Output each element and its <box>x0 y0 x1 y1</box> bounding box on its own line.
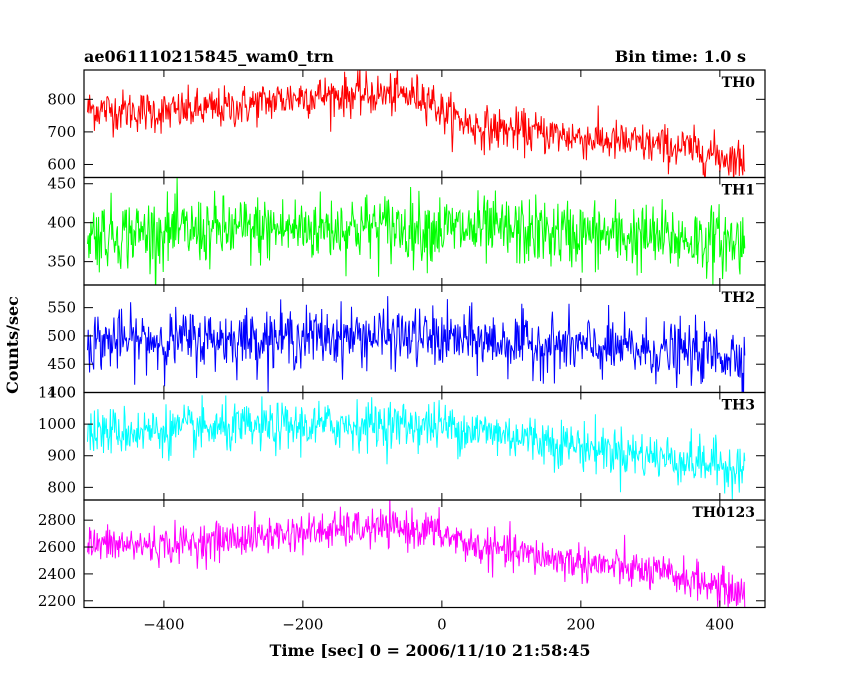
y-tick-label: 1000 <box>38 415 76 433</box>
series-label-th1: TH1 <box>722 183 755 199</box>
y-tick-label: 700 <box>47 123 76 141</box>
series-line-th2 <box>87 296 746 393</box>
panel-th0123: 2200 2400 2600 2800 TH0123 <box>38 499 766 610</box>
y-tick-label: 450 <box>47 355 76 373</box>
y-tick-label: 2400 <box>38 565 76 583</box>
series-line-th0123 <box>87 500 746 608</box>
panel-th0: 600 700 800 TH0 <box>47 69 766 179</box>
y-tick-label: 800 <box>47 478 76 496</box>
x-axis: −400 −200 0 200 400 <box>143 616 734 634</box>
y-tick-label: 600 <box>47 155 76 173</box>
panels: 600 700 800 TH0 350 400 450 TH1 400 450 500 550 TH2 8… <box>38 69 766 610</box>
panel-frame <box>83 499 766 609</box>
y-tick-label: 2800 <box>38 511 76 529</box>
y-tick-label: 2200 <box>38 592 76 610</box>
series-line-th0 <box>87 70 746 178</box>
series-label-th0: TH0 <box>722 75 756 91</box>
panel-frame <box>83 284 766 394</box>
panel-frame <box>83 69 766 179</box>
chart-title: ae061110215845_wam0_trn <box>84 47 334 66</box>
bin-time-label: Bin time: 1.0 s <box>615 47 746 66</box>
y-tick-label: 350 <box>47 253 76 271</box>
y-tick-label: 2600 <box>38 538 76 556</box>
panel-th3: 800 900 1000 1100 TH3 <box>38 384 766 501</box>
x-axis-label: Time [sec] 0 = 2006/11/10 21:58:45 <box>270 641 591 660</box>
panel-frame <box>83 391 766 501</box>
x-tick-label: 200 <box>567 616 596 634</box>
y-tick-label: 400 <box>47 214 76 232</box>
y-tick-label: 1100 <box>38 384 76 402</box>
y-tick-label: 500 <box>47 327 76 345</box>
panel-th1: 350 400 450 TH1 <box>47 175 766 286</box>
y-axis-label: Counts/sec <box>3 296 22 394</box>
y-tick-label: 400 <box>47 384 76 402</box>
panel-th2: 400 450 500 550 TH2 <box>47 284 766 402</box>
series-label-th0123: TH0123 <box>692 505 755 521</box>
x-tick-label: 400 <box>706 616 735 634</box>
y-tick-label: 800 <box>47 90 76 108</box>
y-tick-label: 900 <box>47 447 76 465</box>
y-tick-label: 450 <box>47 175 76 193</box>
x-tick-label: −200 <box>282 616 323 634</box>
y-tick-label: 550 <box>47 299 76 317</box>
series-line-th1 <box>87 177 746 285</box>
series-label-th2: TH2 <box>722 290 755 306</box>
series-label-th3: TH3 <box>722 398 755 414</box>
x-tick-label: 0 <box>437 616 447 634</box>
x-tick-label: −400 <box>143 616 184 634</box>
series-line-th3 <box>87 395 746 500</box>
